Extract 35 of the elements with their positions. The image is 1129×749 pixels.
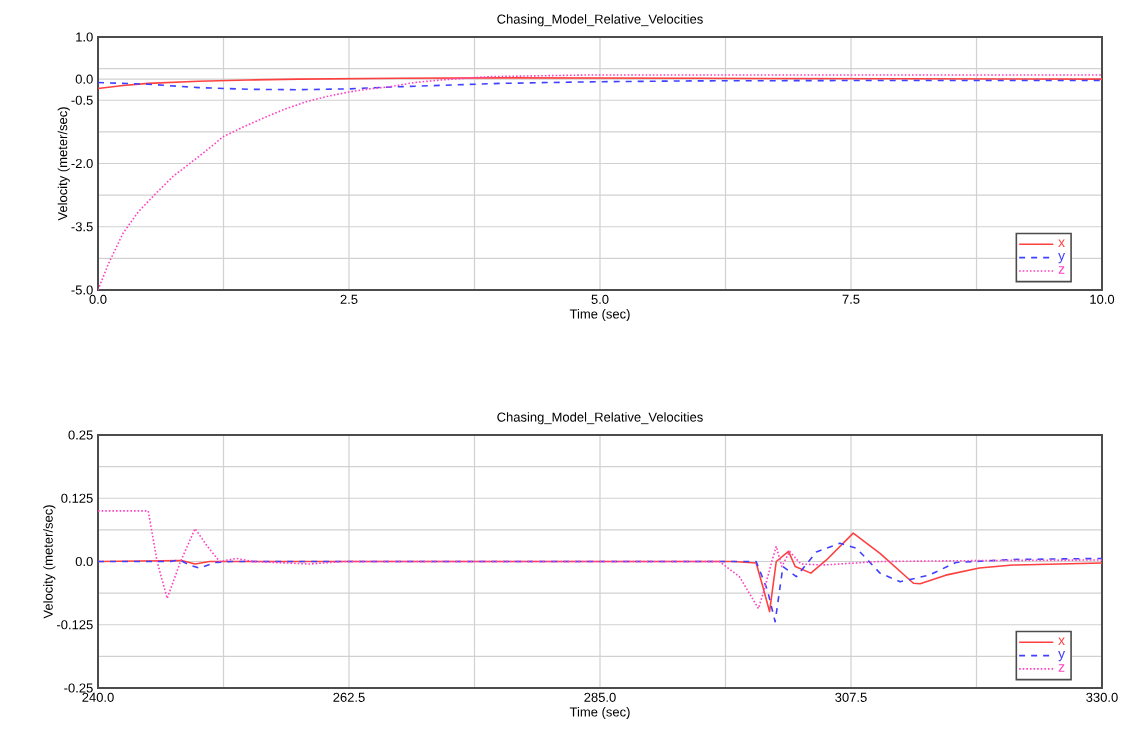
x-tick-label: 10.0	[1090, 294, 1115, 304]
y-tick-label: 0.125	[61, 493, 93, 503]
x-tick-label: 285.0	[584, 692, 616, 702]
legend-label: z	[1058, 664, 1065, 672]
y-tick-label: 0.25	[68, 430, 93, 440]
x-tick-label: 0.0	[89, 294, 107, 304]
chart-title: Chasing_Model_Relative_Velocities	[497, 14, 703, 27]
y-tick-label: -0.5	[71, 95, 93, 105]
x-axis-title: Time (sec)	[569, 309, 630, 322]
x-tick-label: 262.5	[333, 692, 365, 702]
y-tick-label: 1.0	[76, 32, 93, 42]
y-tick-label: -2.0	[71, 158, 93, 169]
x-tick-label: 330.0	[1086, 692, 1118, 702]
y-tick-label: -5.0	[71, 285, 93, 295]
x-tick-label: 7.5	[842, 294, 860, 304]
y-axis-title: Velocity (meter/sec)	[57, 107, 70, 221]
legend-label: z	[1058, 266, 1065, 274]
y-tick-label: 0.0	[75, 74, 93, 84]
x-axis-title: Time (sec)	[569, 707, 630, 720]
y-tick-label: -0.25	[64, 683, 93, 693]
legend-label: x	[1058, 637, 1065, 645]
line-series	[98, 542, 1102, 623]
y-axis-title: Velocity (meter/sec)	[43, 505, 56, 619]
legend-label: y	[1058, 650, 1066, 662]
line-series	[98, 510, 1102, 610]
legend-label: x	[1058, 239, 1065, 247]
y-tick-label: -0.125	[56, 620, 93, 630]
legend-label: y	[1058, 252, 1066, 264]
x-tick-label: 5.0	[591, 294, 609, 304]
x-tick-label: 240.0	[82, 692, 114, 702]
chart-title: Chasing_Model_Relative_Velocities	[497, 412, 703, 425]
x-tick-label: 307.5	[835, 692, 867, 702]
y-tick-label: 0.0	[75, 556, 93, 567]
y-tick-label: -3.5	[71, 222, 93, 232]
x-tick-label: 2.5	[340, 294, 358, 304]
